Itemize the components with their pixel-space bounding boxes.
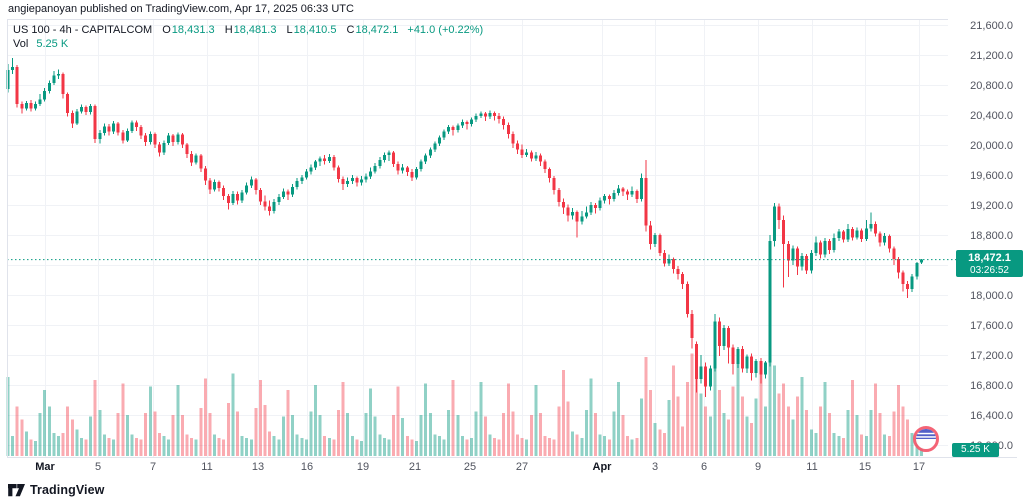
time-axis-label: 11: [806, 461, 817, 473]
price-axis-label: 19,600.0: [970, 170, 1013, 182]
bar-countdown: 03:26:52: [970, 265, 1009, 276]
legend-row-volume: Vol 5.25 K: [13, 37, 483, 51]
volume-axis-badge: 5.25 K: [952, 443, 999, 457]
open-label: O: [162, 24, 171, 36]
price-axis[interactable]: 21,600.0 21,200.0 20,800.0 20,400.0 20,000.0…: [970, 20, 1013, 452]
time-axis-label: Apr: [593, 461, 613, 473]
price-axis-label: 17,600.0: [970, 320, 1013, 332]
candles-layer: [6, 58, 923, 397]
last-price-badge[interactable]: 18,472.1 03:26:52: [956, 250, 1023, 277]
time-axis-label: Mar: [35, 461, 55, 473]
time-axis-label: 16: [301, 461, 313, 473]
attribution-text: angiepanoyan published on TradingView.co…: [8, 3, 354, 15]
pane-frame: [7, 19, 1017, 458]
price-axis-label: 18,000.0: [970, 290, 1013, 302]
time-axis-label: 3: [652, 461, 658, 473]
time-axis-label: 9: [755, 461, 761, 473]
footer-branding[interactable]: TradingView: [8, 483, 105, 497]
price-axis-label: 16,400.0: [970, 410, 1013, 422]
price-axis-label: 19,200.0: [970, 200, 1013, 212]
open-value: 18,431.3: [171, 24, 215, 36]
time-axis-label: 6: [701, 461, 707, 473]
price-axis-label: 18,800.0: [970, 230, 1013, 242]
chart-legend: US 100 - 4h - CAPITALCOM O18,431.3 H18,4…: [13, 23, 483, 51]
price-axis-label: 16,800.0: [970, 380, 1013, 392]
time-axis-label: 25: [464, 461, 476, 473]
price-axis-label: 20,800.0: [970, 80, 1013, 92]
close-value: 18,472.1: [355, 24, 399, 36]
high-label: H: [224, 24, 233, 36]
legend-row-main: US 100 - 4h - CAPITALCOM O18,431.3 H18,4…: [13, 23, 483, 37]
high-value: 18,481.3: [233, 24, 277, 36]
price-axis-label: 20,000.0: [970, 140, 1013, 152]
last-price-value: 18,472.1: [968, 252, 1011, 264]
volume-value: 5.25 K: [36, 38, 69, 50]
volume-label: Vol: [13, 38, 29, 50]
price-axis-label: 17,200.0: [970, 350, 1013, 362]
volume-layer: [6, 348, 923, 457]
close-label: C: [346, 24, 355, 36]
low-value: 18,410.5: [293, 24, 337, 36]
capitalcom-logo: [913, 426, 939, 452]
low-label: L: [286, 24, 293, 36]
tradingview-wordmark: TradingView: [30, 483, 105, 497]
change-value: +41.0 (+0.22%): [407, 24, 484, 36]
time-axis-label: 7: [150, 461, 156, 473]
time-axis-label: 15: [859, 461, 871, 473]
time-axis-label: 27: [516, 461, 528, 473]
time-axis-label: 17: [913, 461, 925, 473]
time-axis[interactable]: Mar 5 7 11 13 16 19 21 25 27 Apr 3 6 9 11 15 17: [35, 461, 925, 473]
price-axis-label: 20,400.0: [970, 110, 1013, 122]
price-axis-label: 21,600.0: [970, 20, 1013, 32]
grid-layer: [7, 19, 948, 457]
time-axis-label: 19: [357, 461, 369, 473]
tradingview-logo-icon: [8, 484, 25, 497]
time-axis-label: 5: [95, 461, 101, 473]
time-axis-label: 21: [409, 461, 421, 473]
time-axis-label: 13: [252, 461, 264, 473]
symbol-title[interactable]: US 100 - 4h - CAPITALCOM: [13, 24, 153, 36]
price-axis-label: 21,200.0: [970, 50, 1013, 62]
time-axis-label: 11: [201, 461, 212, 473]
